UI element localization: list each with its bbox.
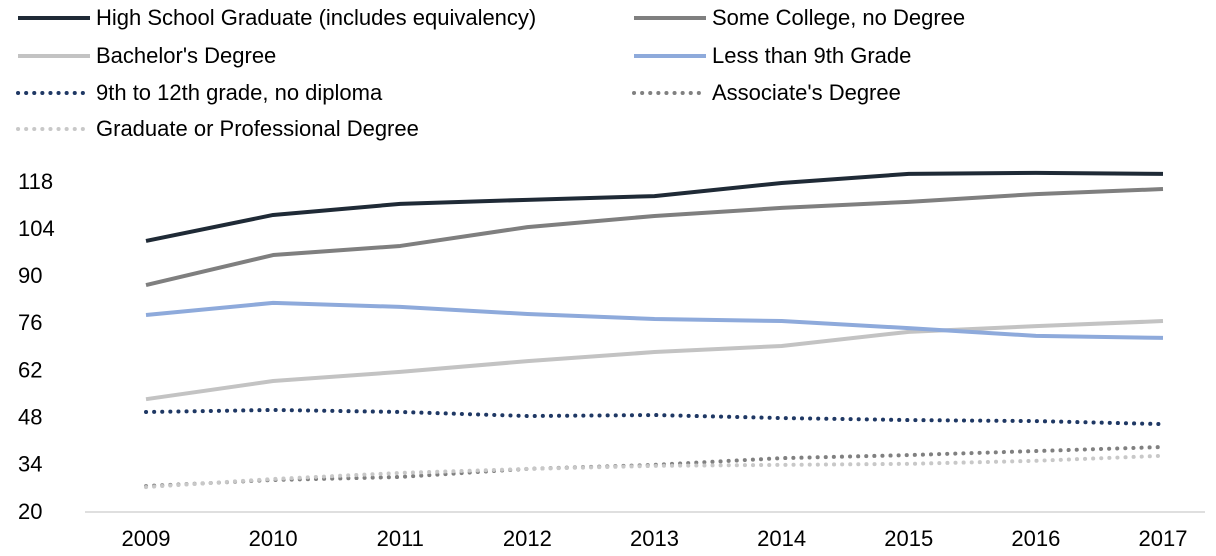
y-tick-label: 118 xyxy=(18,169,53,194)
legend-label: 9th to 12th grade, no diploma xyxy=(96,80,383,105)
y-tick-label: 48 xyxy=(18,405,42,430)
series-line xyxy=(145,187,1164,287)
x-tick-label: 2012 xyxy=(503,526,552,551)
series-line xyxy=(144,453,1165,490)
x-tick-label: 2017 xyxy=(1139,526,1188,551)
x-tick-label: 2010 xyxy=(249,526,298,551)
x-tick-label: 2013 xyxy=(630,526,679,551)
legend-label: Bachelor's Degree xyxy=(96,43,276,68)
y-tick-label: 34 xyxy=(18,452,42,477)
x-tick-label: 2016 xyxy=(1011,526,1060,551)
legend-label: Less than 9th Grade xyxy=(712,43,911,68)
series-line xyxy=(144,407,1165,427)
x-tick-label: 2011 xyxy=(377,526,424,551)
series-line xyxy=(145,300,1164,340)
series-line xyxy=(145,319,1164,402)
y-tick-label: 104 xyxy=(18,216,55,241)
legend-label: Some College, no Degree xyxy=(712,5,965,30)
y-tick-label: 62 xyxy=(18,357,42,382)
x-tick-label: 2015 xyxy=(884,526,933,551)
y-tick-label: 90 xyxy=(18,263,42,288)
legend-label: High School Graduate (includes equivalen… xyxy=(96,5,536,30)
x-tick-label: 2009 xyxy=(122,526,171,551)
x-tick-label: 2014 xyxy=(757,526,806,551)
y-tick-label: 20 xyxy=(18,499,42,524)
legend-label: Associate's Degree xyxy=(712,80,901,105)
series-line xyxy=(145,170,1164,243)
y-tick-label: 76 xyxy=(18,310,42,335)
legend-label: Graduate or Professional Degree xyxy=(96,116,419,141)
